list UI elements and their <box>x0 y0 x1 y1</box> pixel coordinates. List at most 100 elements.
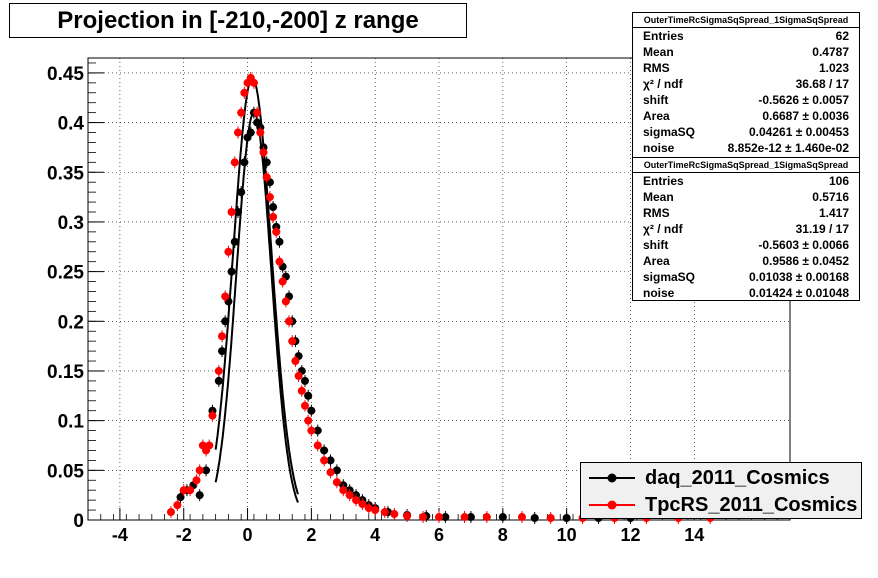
stats-box-tpcrs: OuterTimeRcSigmaSqSpread_1SigmaSqSpread … <box>632 157 860 301</box>
stats-value: 62 <box>835 29 849 43</box>
stats-row: Entries 62 <box>633 28 859 44</box>
stats-label: χ² / ndf <box>643 77 683 91</box>
data-point-daq <box>221 317 230 326</box>
stats-label: Area <box>643 254 670 268</box>
stats-label: Mean <box>643 190 674 204</box>
data-point-daq <box>237 188 246 197</box>
y-tick-label: 0.4 <box>58 114 85 135</box>
data-point-tpcrs <box>300 401 309 410</box>
stats-header: OuterTimeRcSigmaSqSpread_1SigmaSqSpread <box>633 158 859 173</box>
stats-row: shift -0.5603 ± 0.0066 <box>633 237 859 253</box>
data-point-daq <box>246 128 255 137</box>
data-point-tpcrs <box>352 496 361 505</box>
data-point-daq <box>275 237 284 246</box>
x-tick-label: 2 <box>306 525 316 545</box>
stats-row: sigmaSQ 0.01038 ± 0.00168 <box>633 269 859 285</box>
data-point-tpcrs <box>237 108 246 117</box>
y-tick-label: 0.25 <box>47 263 84 284</box>
data-point-tpcrs <box>173 501 182 510</box>
x-tick-label: -4 <box>112 525 128 545</box>
stats-label: Area <box>643 109 670 123</box>
data-point-tpcrs <box>320 456 329 465</box>
data-point-tpcrs <box>297 386 306 395</box>
data-point-daq <box>326 456 335 465</box>
data-point-tpcrs <box>304 416 313 425</box>
data-point-tpcrs <box>482 513 491 522</box>
legend-label-daq: daq_2011_Cosmics <box>645 466 830 489</box>
stats-label: Entries <box>643 174 684 188</box>
x-tick-label: 6 <box>434 525 444 545</box>
stats-value: 0.6687 ± 0.0036 <box>762 109 849 123</box>
data-point-daq <box>530 514 539 523</box>
data-point-daq <box>304 391 313 400</box>
stats-label: noise <box>643 141 675 155</box>
legend-entry-daq: daq_2011_Cosmics <box>581 465 863 491</box>
data-point-tpcrs <box>275 257 284 266</box>
data-point-tpcrs <box>179 486 188 495</box>
data-point-daq <box>498 513 507 522</box>
data-point-tpcrs <box>205 441 214 450</box>
data-point-tpcrs <box>285 317 294 326</box>
stats-row: Entries 106 <box>633 173 859 189</box>
stats-label: shift <box>643 238 669 252</box>
data-point-daq <box>227 267 236 276</box>
stats-value: 1.023 <box>818 61 849 75</box>
x-tick-label: 4 <box>370 525 380 545</box>
data-point-tpcrs <box>517 513 526 522</box>
stats-value: 0.01038 ± 0.00168 <box>748 270 849 284</box>
data-point-tpcrs <box>390 510 399 519</box>
data-point-daq <box>195 491 204 500</box>
data-point-tpcrs <box>224 247 233 256</box>
stats-label: RMS <box>643 61 670 75</box>
legend-entry-tpcrs: TpcRS_2011_Cosmics <box>581 492 863 518</box>
data-point-tpcrs <box>265 193 274 202</box>
stats-row: Area 0.9586 ± 0.0452 <box>633 253 859 269</box>
y-tick-label: 0.15 <box>47 362 84 383</box>
stats-label: RMS <box>643 206 670 220</box>
data-point-tpcrs <box>345 491 354 500</box>
data-point-daq <box>240 158 249 167</box>
stats-value: 1.417 <box>818 206 849 220</box>
data-point-tpcrs <box>208 411 217 420</box>
data-point-tpcrs <box>166 508 175 517</box>
stats-row: χ² / ndf 36.68 / 17 <box>633 76 859 92</box>
data-point-daq <box>214 376 223 385</box>
data-point-tpcrs <box>307 426 316 435</box>
data-point-tpcrs <box>256 128 265 137</box>
data-point-tpcrs <box>419 513 428 522</box>
chart-title: Projection in [-210,-200] z range <box>57 6 419 34</box>
stats-value: 36.68 / 17 <box>795 77 849 91</box>
stats-label: Entries <box>643 29 684 43</box>
stats-value: 0.04261 ± 0.00453 <box>748 125 849 139</box>
data-point-tpcrs <box>339 486 348 495</box>
stats-value: 31.19 / 17 <box>795 222 849 236</box>
data-point-daq <box>230 237 239 246</box>
data-point-tpcrs <box>291 357 300 366</box>
x-tick-label: 10 <box>557 525 577 545</box>
y-tick-label: 0.45 <box>47 64 84 85</box>
data-point-daq <box>262 158 271 167</box>
y-tick-label: 0.05 <box>47 461 84 482</box>
data-point-daq <box>233 208 242 216</box>
stats-row: RMS 1.417 <box>633 205 859 221</box>
stats-rows: Entries 62 Mean 0.4787 RMS 1.023 χ² / ndf 36.68… <box>633 28 859 156</box>
stats-value: 106 <box>828 174 849 188</box>
y-tick-label: 0 <box>73 511 84 532</box>
stats-row: RMS 1.023 <box>633 60 859 76</box>
data-point-tpcrs <box>380 508 389 517</box>
stats-value: 8.852e-12 ± 1.460e-02 <box>727 141 849 155</box>
stats-row: sigmaSQ 0.04261 ± 0.00453 <box>633 124 859 140</box>
data-point-tpcrs <box>221 292 230 301</box>
stats-value: 0.9586 ± 0.0452 <box>762 254 849 268</box>
stats-value: 0.4787 <box>812 45 849 59</box>
data-point-daq <box>307 406 316 415</box>
data-point-daq <box>202 466 211 475</box>
data-point-tpcrs <box>332 478 341 487</box>
x-tick-label: 12 <box>620 525 640 545</box>
y-tick-label: 0.3 <box>58 213 84 234</box>
x-tick-label: 8 <box>498 525 508 545</box>
stats-row: χ² / ndf 31.19 / 17 <box>633 221 859 237</box>
data-point-daq <box>313 426 322 435</box>
stats-value: 0.5716 <box>812 190 849 204</box>
data-point-daq <box>269 203 278 212</box>
